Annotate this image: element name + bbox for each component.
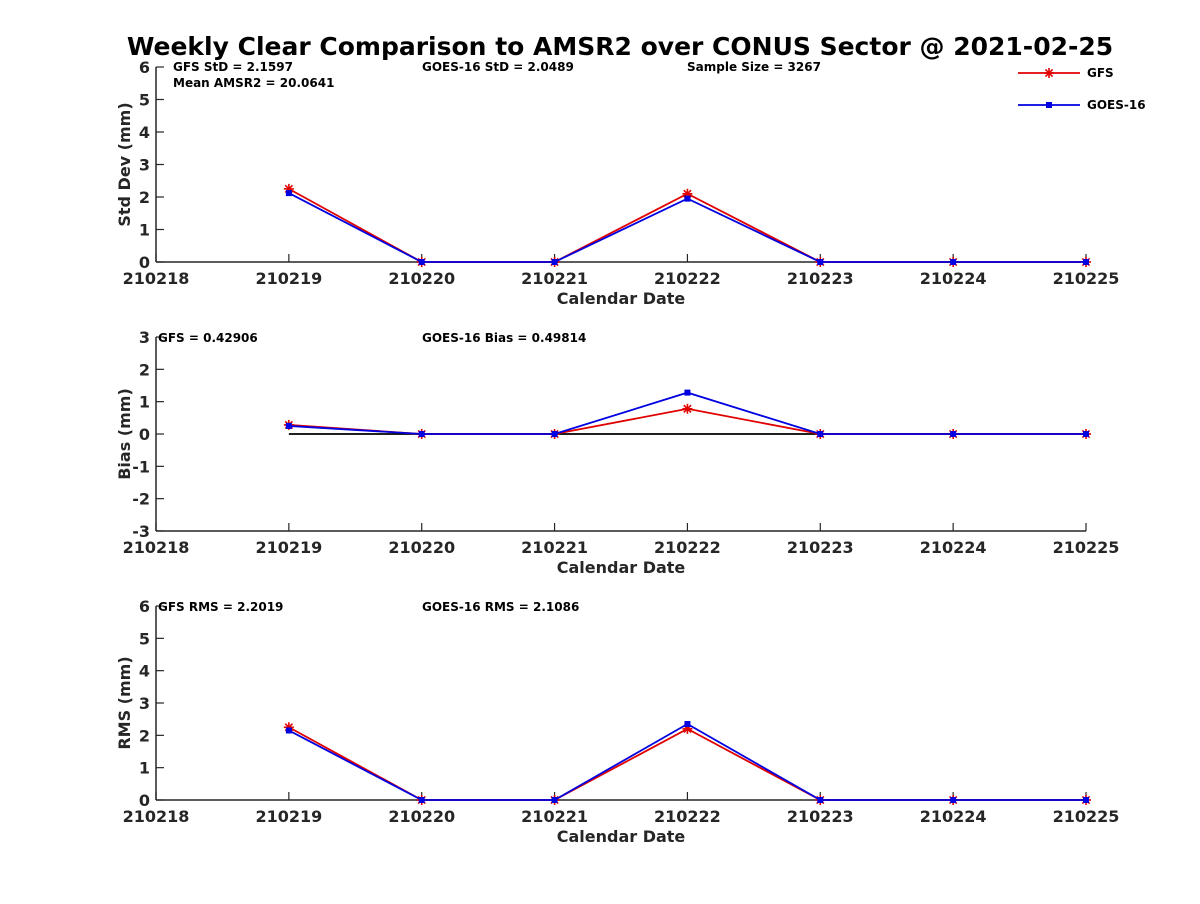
stat-annotation: GFS = 0.42906 bbox=[158, 331, 258, 345]
stat-annotation: GOES-16 StD = 2.0489 bbox=[422, 60, 574, 74]
data-point-gfs bbox=[682, 403, 693, 414]
data-point-goes-16 bbox=[817, 431, 824, 437]
data-point-goes-16 bbox=[684, 721, 691, 728]
y-tick-label: 3 bbox=[139, 156, 150, 175]
x-tick-label: 210222 bbox=[654, 269, 721, 288]
y-tick-label: -1 bbox=[132, 457, 150, 476]
x-tick-label: 210223 bbox=[787, 807, 854, 826]
x-tick-label: 210224 bbox=[920, 807, 987, 826]
y-tick-label: 5 bbox=[139, 629, 150, 648]
x-tick-label: 210219 bbox=[255, 807, 322, 826]
data-point-goes-16 bbox=[817, 797, 824, 803]
panel-3: 0 1 2 3 4 5 6 210218 210219 210220 210221 210222 210… bbox=[115, 597, 1119, 846]
data-point-goes-16 bbox=[950, 797, 957, 803]
data-point-goes-16 bbox=[285, 422, 292, 429]
data-point-goes-16 bbox=[1083, 431, 1089, 437]
legend-label: GFS bbox=[1087, 66, 1114, 80]
y-tick-label: -2 bbox=[132, 490, 150, 509]
y-tick-label: 1 bbox=[139, 393, 150, 412]
x-tick-label: 210220 bbox=[388, 538, 455, 557]
stat-annotation: GOES-16 RMS = 2.1086 bbox=[422, 600, 579, 614]
x-tick-label: 210218 bbox=[123, 269, 190, 288]
data-point-goes-16 bbox=[1083, 797, 1089, 803]
panel-1: 0 1 2 3 4 5 6 210218 210219 210220 210221 210222 210… bbox=[115, 58, 1119, 308]
data-point-goes-16 bbox=[418, 259, 425, 265]
data-point-goes-16 bbox=[551, 797, 558, 803]
data-point-goes-16 bbox=[950, 431, 957, 437]
x-tick-label: 210225 bbox=[1053, 807, 1120, 826]
y-tick-label: 1 bbox=[139, 221, 150, 240]
series-line-goes-16 bbox=[288, 722, 1086, 801]
x-tick-label: 210221 bbox=[521, 538, 588, 557]
x-tick-label: 210221 bbox=[521, 807, 588, 826]
x-tick-label: 210223 bbox=[787, 538, 854, 557]
x-tick-label: 210219 bbox=[255, 538, 322, 557]
data-point-goes-16 bbox=[684, 195, 691, 202]
stat-annotation: Mean AMSR2 = 20.0641 bbox=[173, 76, 334, 90]
stat-annotation: GOES-16 Bias = 0.49814 bbox=[422, 331, 586, 345]
y-tick-label: 3 bbox=[139, 694, 150, 713]
x-tick-label: 210223 bbox=[787, 269, 854, 288]
data-point-goes-16 bbox=[551, 259, 558, 265]
y-axis-label: RMS (mm) bbox=[115, 656, 134, 749]
y-tick-label: 4 bbox=[139, 123, 150, 142]
y-tick-label: 0 bbox=[139, 253, 150, 272]
legend: GFS GOES-16 bbox=[1018, 66, 1146, 112]
data-point-goes-16 bbox=[684, 389, 691, 396]
x-axis-label: Calendar Date bbox=[557, 289, 686, 308]
stat-annotation: Sample Size = 3267 bbox=[687, 60, 821, 74]
data-point-goes-16 bbox=[418, 431, 425, 437]
y-tick-label: -3 bbox=[132, 522, 150, 541]
x-tick-label: 210219 bbox=[255, 269, 322, 288]
legend-label: GOES-16 bbox=[1087, 98, 1146, 112]
data-point-goes-16 bbox=[551, 431, 558, 437]
x-tick-label: 210221 bbox=[521, 269, 588, 288]
x-tick-label: 210218 bbox=[123, 807, 190, 826]
y-tick-label: 6 bbox=[139, 597, 150, 616]
data-point-goes-16 bbox=[418, 797, 425, 803]
x-tick-label: 210218 bbox=[123, 538, 190, 557]
series-line-goes-16 bbox=[288, 192, 1086, 263]
x-tick-label: 210222 bbox=[654, 538, 721, 557]
x-axis-label: Calendar Date bbox=[557, 827, 686, 846]
y-tick-label: 2 bbox=[139, 188, 150, 207]
y-tick-label: 2 bbox=[139, 360, 150, 379]
x-tick-label: 210225 bbox=[1053, 538, 1120, 557]
y-tick-label: 2 bbox=[139, 726, 150, 745]
x-tick-label: 210220 bbox=[388, 269, 455, 288]
data-point-goes-16 bbox=[285, 727, 292, 734]
x-tick-label: 210224 bbox=[920, 538, 987, 557]
y-tick-label: 6 bbox=[139, 58, 150, 77]
y-tick-label: 0 bbox=[139, 791, 150, 810]
x-tick-label: 210225 bbox=[1053, 269, 1120, 288]
data-point-goes-16 bbox=[1083, 259, 1089, 265]
x-tick-label: 210220 bbox=[388, 807, 455, 826]
y-axis-label: Std Dev (mm) bbox=[115, 102, 134, 226]
x-tick-label: 210222 bbox=[654, 807, 721, 826]
stat-annotation: GFS RMS = 2.2019 bbox=[158, 600, 283, 614]
legend-marker-goes-16 bbox=[1046, 102, 1052, 108]
y-tick-label: 5 bbox=[139, 91, 150, 110]
series-line-gfs bbox=[288, 726, 1086, 801]
data-point-goes-16 bbox=[285, 190, 292, 197]
x-tick-label: 210224 bbox=[920, 269, 987, 288]
legend-marker-gfs bbox=[1044, 68, 1054, 78]
y-tick-label: 3 bbox=[139, 328, 150, 347]
y-tick-label: 1 bbox=[139, 759, 150, 778]
legend-marker-gfs-stroke bbox=[1044, 68, 1054, 78]
y-axis-label: Bias (mm) bbox=[115, 388, 134, 480]
data-point-goes-16 bbox=[817, 259, 824, 265]
y-tick-label: 4 bbox=[139, 662, 150, 681]
y-tick-label: 0 bbox=[139, 425, 150, 444]
stat-annotation: GFS StD = 2.1597 bbox=[173, 60, 293, 74]
chart-title: Weekly Clear Comparison to AMSR2 over CO… bbox=[127, 32, 1113, 61]
x-axis-label: Calendar Date bbox=[557, 558, 686, 577]
data-point-gfs-stroke bbox=[683, 404, 692, 413]
panel-2: -3 -2 -1 0 1 2 3 210218 210219 210220 210221 210222… bbox=[115, 328, 1119, 577]
data-point-goes-16 bbox=[950, 259, 957, 265]
